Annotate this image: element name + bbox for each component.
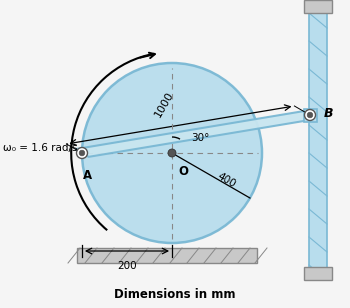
- Polygon shape: [75, 111, 317, 157]
- Text: 400: 400: [215, 171, 237, 190]
- Bar: [77, 248, 257, 263]
- Circle shape: [77, 148, 88, 159]
- Circle shape: [82, 63, 262, 243]
- Text: 30°: 30°: [191, 133, 209, 143]
- Circle shape: [307, 112, 313, 118]
- Circle shape: [304, 110, 315, 120]
- Bar: [304, 267, 332, 280]
- Bar: [304, 0, 332, 13]
- Circle shape: [79, 150, 85, 156]
- Text: O: O: [178, 165, 188, 178]
- Bar: [303, 108, 316, 121]
- Circle shape: [168, 149, 176, 157]
- Bar: [309, 0, 327, 280]
- Text: Dimensions in mm: Dimensions in mm: [114, 288, 236, 301]
- Text: 200: 200: [117, 261, 137, 271]
- Text: ω₀ = 1.6 rad/s: ω₀ = 1.6 rad/s: [3, 143, 77, 153]
- Text: 1000: 1000: [153, 90, 175, 119]
- Text: B: B: [324, 107, 334, 120]
- Text: A: A: [83, 169, 92, 182]
